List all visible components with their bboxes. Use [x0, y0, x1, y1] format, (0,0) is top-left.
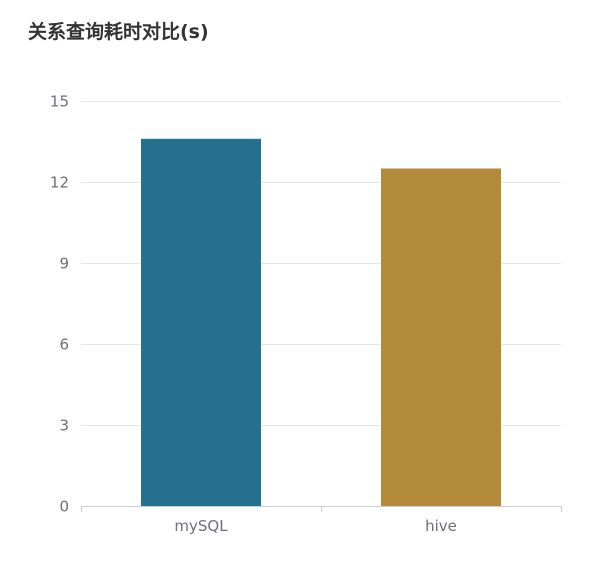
y-tick-label: 6	[59, 336, 69, 354]
bar-mysql[interactable]	[141, 138, 261, 507]
y-tick-label: 9	[59, 255, 69, 273]
bar-hive[interactable]	[381, 168, 501, 507]
y-tick-label: 0	[59, 498, 69, 516]
x-category-label: hive	[425, 517, 457, 535]
y-tick-label: 3	[59, 417, 69, 435]
bars	[141, 138, 501, 507]
chart-title: 关系查询耗时对比(s)	[28, 20, 209, 43]
y-axis-ticks: 0 3 6 9 12 15	[50, 93, 69, 516]
y-tick-label: 15	[50, 93, 69, 111]
x-category-label: mySQL	[174, 517, 228, 535]
x-axis: mySQL hive	[81, 506, 562, 535]
y-tick-label: 12	[50, 174, 69, 192]
